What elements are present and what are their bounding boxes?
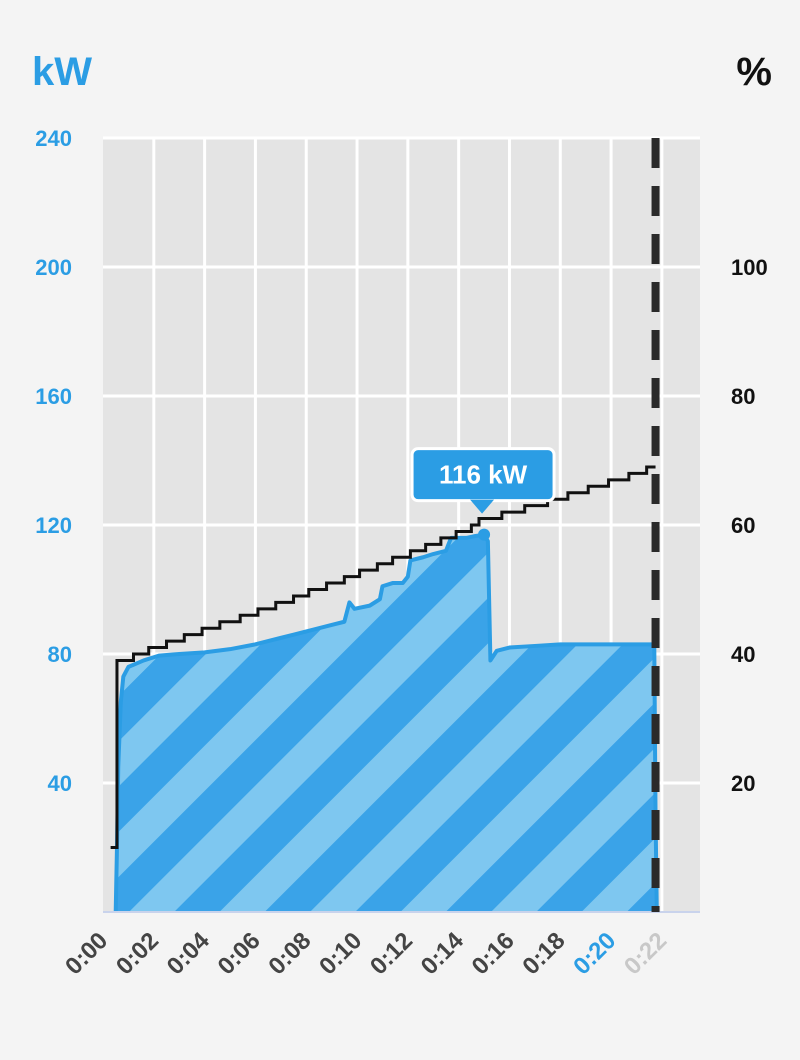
peak-tooltip-0: 116 kW	[410, 447, 556, 514]
soc-line	[110, 465, 656, 849]
x-tick-label-0: 0:00	[60, 927, 113, 980]
left-tick-label-2: 120	[35, 513, 72, 538]
x-tick-label-8: 0:16	[467, 927, 520, 980]
x-tick-label-6: 0:12	[365, 927, 418, 980]
power-line	[113, 532, 659, 913]
x-tick-label-11: 0:22	[619, 927, 672, 980]
right-tick-label-3: 80	[731, 384, 755, 409]
x-tick-label-3: 0:06	[213, 927, 266, 980]
tooltip-label: 116 kW	[439, 460, 528, 490]
peak-marker-dot-0	[478, 528, 491, 541]
right-tick-label-2: 60	[731, 513, 755, 538]
left-tick-label-1: 80	[48, 642, 72, 667]
tooltip-pointer	[470, 499, 495, 514]
right-tick-label-1: 40	[731, 642, 755, 667]
right-tick-label-4: 100	[731, 255, 768, 280]
right-tick-label-0: 20	[731, 771, 755, 796]
left-axis-unit: kW	[32, 50, 92, 94]
x-tick-label-5: 0:10	[314, 927, 367, 980]
left-tick-label-0: 40	[48, 771, 72, 796]
x-tick-label-4: 0:08	[263, 927, 316, 980]
power-area	[115, 534, 657, 912]
right-axis-unit: %	[736, 50, 772, 94]
x-tick-label-10: 0:20	[568, 927, 621, 980]
left-tick-label-5: 240	[35, 126, 72, 151]
x-tick-label-1: 0:02	[111, 927, 164, 980]
x-tick-label-2: 0:04	[162, 927, 216, 981]
x-tick-label-7: 0:14	[416, 927, 470, 981]
left-tick-label-4: 200	[35, 255, 72, 280]
left-tick-label-3: 160	[35, 384, 72, 409]
x-tick-label-9: 0:18	[517, 927, 570, 980]
